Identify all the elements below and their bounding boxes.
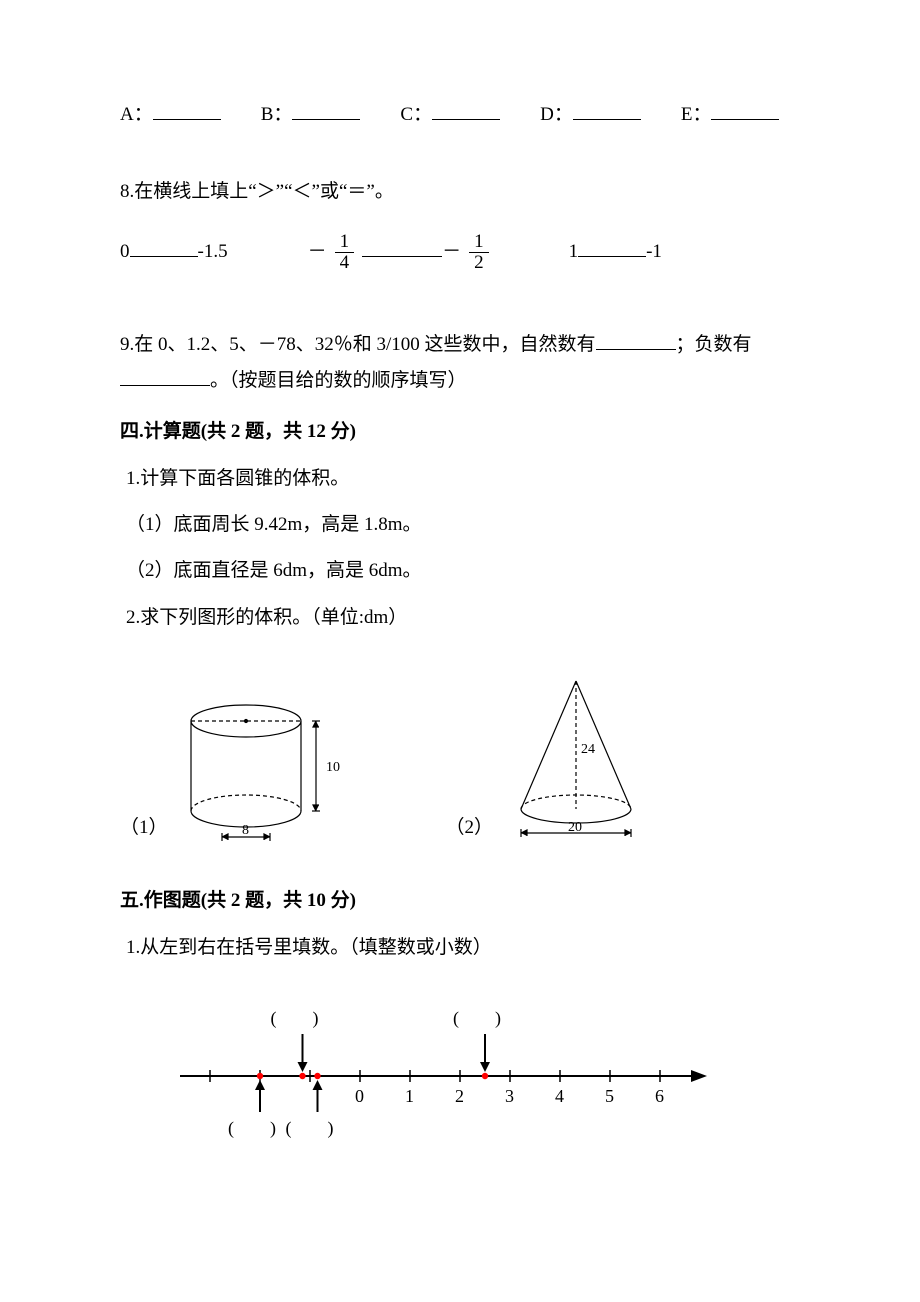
svg-text:5: 5 <box>605 1086 614 1106</box>
q7-blank-4[interactable] <box>711 100 779 120</box>
fig2-label: （2） <box>446 813 494 843</box>
svg-text:( ): ( ) <box>286 1118 334 1139</box>
q8-left-0: 0 <box>120 241 130 262</box>
q8-right-0: -1.5 <box>198 241 228 262</box>
sec4-q2: 2.求下列图形的体积。（单位:dm） <box>126 603 810 633</box>
q8-compare-row: 0-1.5－14－121-1 <box>120 232 810 273</box>
svg-text:( ): ( ) <box>271 1008 319 1029</box>
fig1-cylinder: 10 8 <box>176 693 346 843</box>
q7-label-2: C： <box>400 104 432 125</box>
section4-title: 四.计算题(共 2 题，共 12 分) <box>120 414 810 450</box>
q8-blank-1[interactable] <box>362 237 442 257</box>
svg-text:3: 3 <box>505 1086 514 1106</box>
q9-blank1[interactable] <box>596 330 676 350</box>
q7-label-4: E： <box>681 104 712 125</box>
sec4-q1b: （2）底面直径是 6dm，高是 6dm。 <box>126 556 810 586</box>
q8-prompt: 8.在横线上填上“＞”“＜”或“＝”。 <box>120 174 810 210</box>
q9-blank2[interactable] <box>120 366 210 386</box>
q7-blank-3[interactable] <box>573 100 641 120</box>
q8-blank-0[interactable] <box>130 237 198 257</box>
numberline-figure: 0 1 2 3 4 5 6 ( ) ( ) ( ) ( ) <box>150 994 810 1144</box>
q8-right-2: -1 <box>646 241 662 262</box>
q8-right-1: － <box>442 241 461 262</box>
q7-label-3: D： <box>540 104 573 125</box>
q7-blank-2[interactable] <box>432 100 500 120</box>
svg-text:1: 1 <box>405 1086 414 1106</box>
svg-text:2: 2 <box>455 1086 464 1106</box>
svg-text:24: 24 <box>581 742 595 757</box>
svg-text:0: 0 <box>355 1086 364 1106</box>
q7-blank-0[interactable] <box>153 100 221 120</box>
figure-row: （1） 10 8 （2） <box>120 673 810 843</box>
sec5-q1: 1.从左到右在括号里填数。（填整数或小数） <box>126 933 810 963</box>
q8-left-1: － <box>308 241 327 262</box>
q7-blank-1[interactable] <box>292 100 360 120</box>
q9-line1b: ；负数有 <box>676 334 752 355</box>
fig2-cone: 24 20 <box>501 673 651 843</box>
svg-text:20: 20 <box>568 820 582 835</box>
section5-title: 五.作图题(共 2 题，共 10 分) <box>120 883 810 919</box>
q7-label-1: B： <box>261 104 293 125</box>
q8-left-2: 1 <box>569 241 579 262</box>
q9-line2b: 。（按题目给的数的顺序填写） <box>210 370 467 391</box>
sec4-q1: 1.计算下面各圆锥的体积。 <box>126 464 810 494</box>
q9-text: 9.在 0、1.2、5、－78、32％和 3/100 这些数中，自然数有 ；负数有… <box>120 327 810 399</box>
svg-text:( ): ( ) <box>228 1118 276 1139</box>
svg-text:8: 8 <box>242 823 249 838</box>
svg-text:4: 4 <box>555 1086 564 1106</box>
fig1-label: （1） <box>120 813 168 843</box>
svg-text:( ): ( ) <box>453 1008 501 1029</box>
q8-blank-2[interactable] <box>578 237 646 257</box>
svg-text:6: 6 <box>655 1086 664 1106</box>
svg-text:10: 10 <box>326 760 340 775</box>
q9-line1a: 9.在 0、1.2、5、－78、32％和 3/100 这些数中，自然数有 <box>120 334 596 355</box>
q7-label-0: A： <box>120 104 153 125</box>
sec4-q1a: （1）底面周长 9.42m，高是 1.8m。 <box>126 510 810 540</box>
q7-blank-row: A： B： C： D： E： <box>120 100 810 130</box>
